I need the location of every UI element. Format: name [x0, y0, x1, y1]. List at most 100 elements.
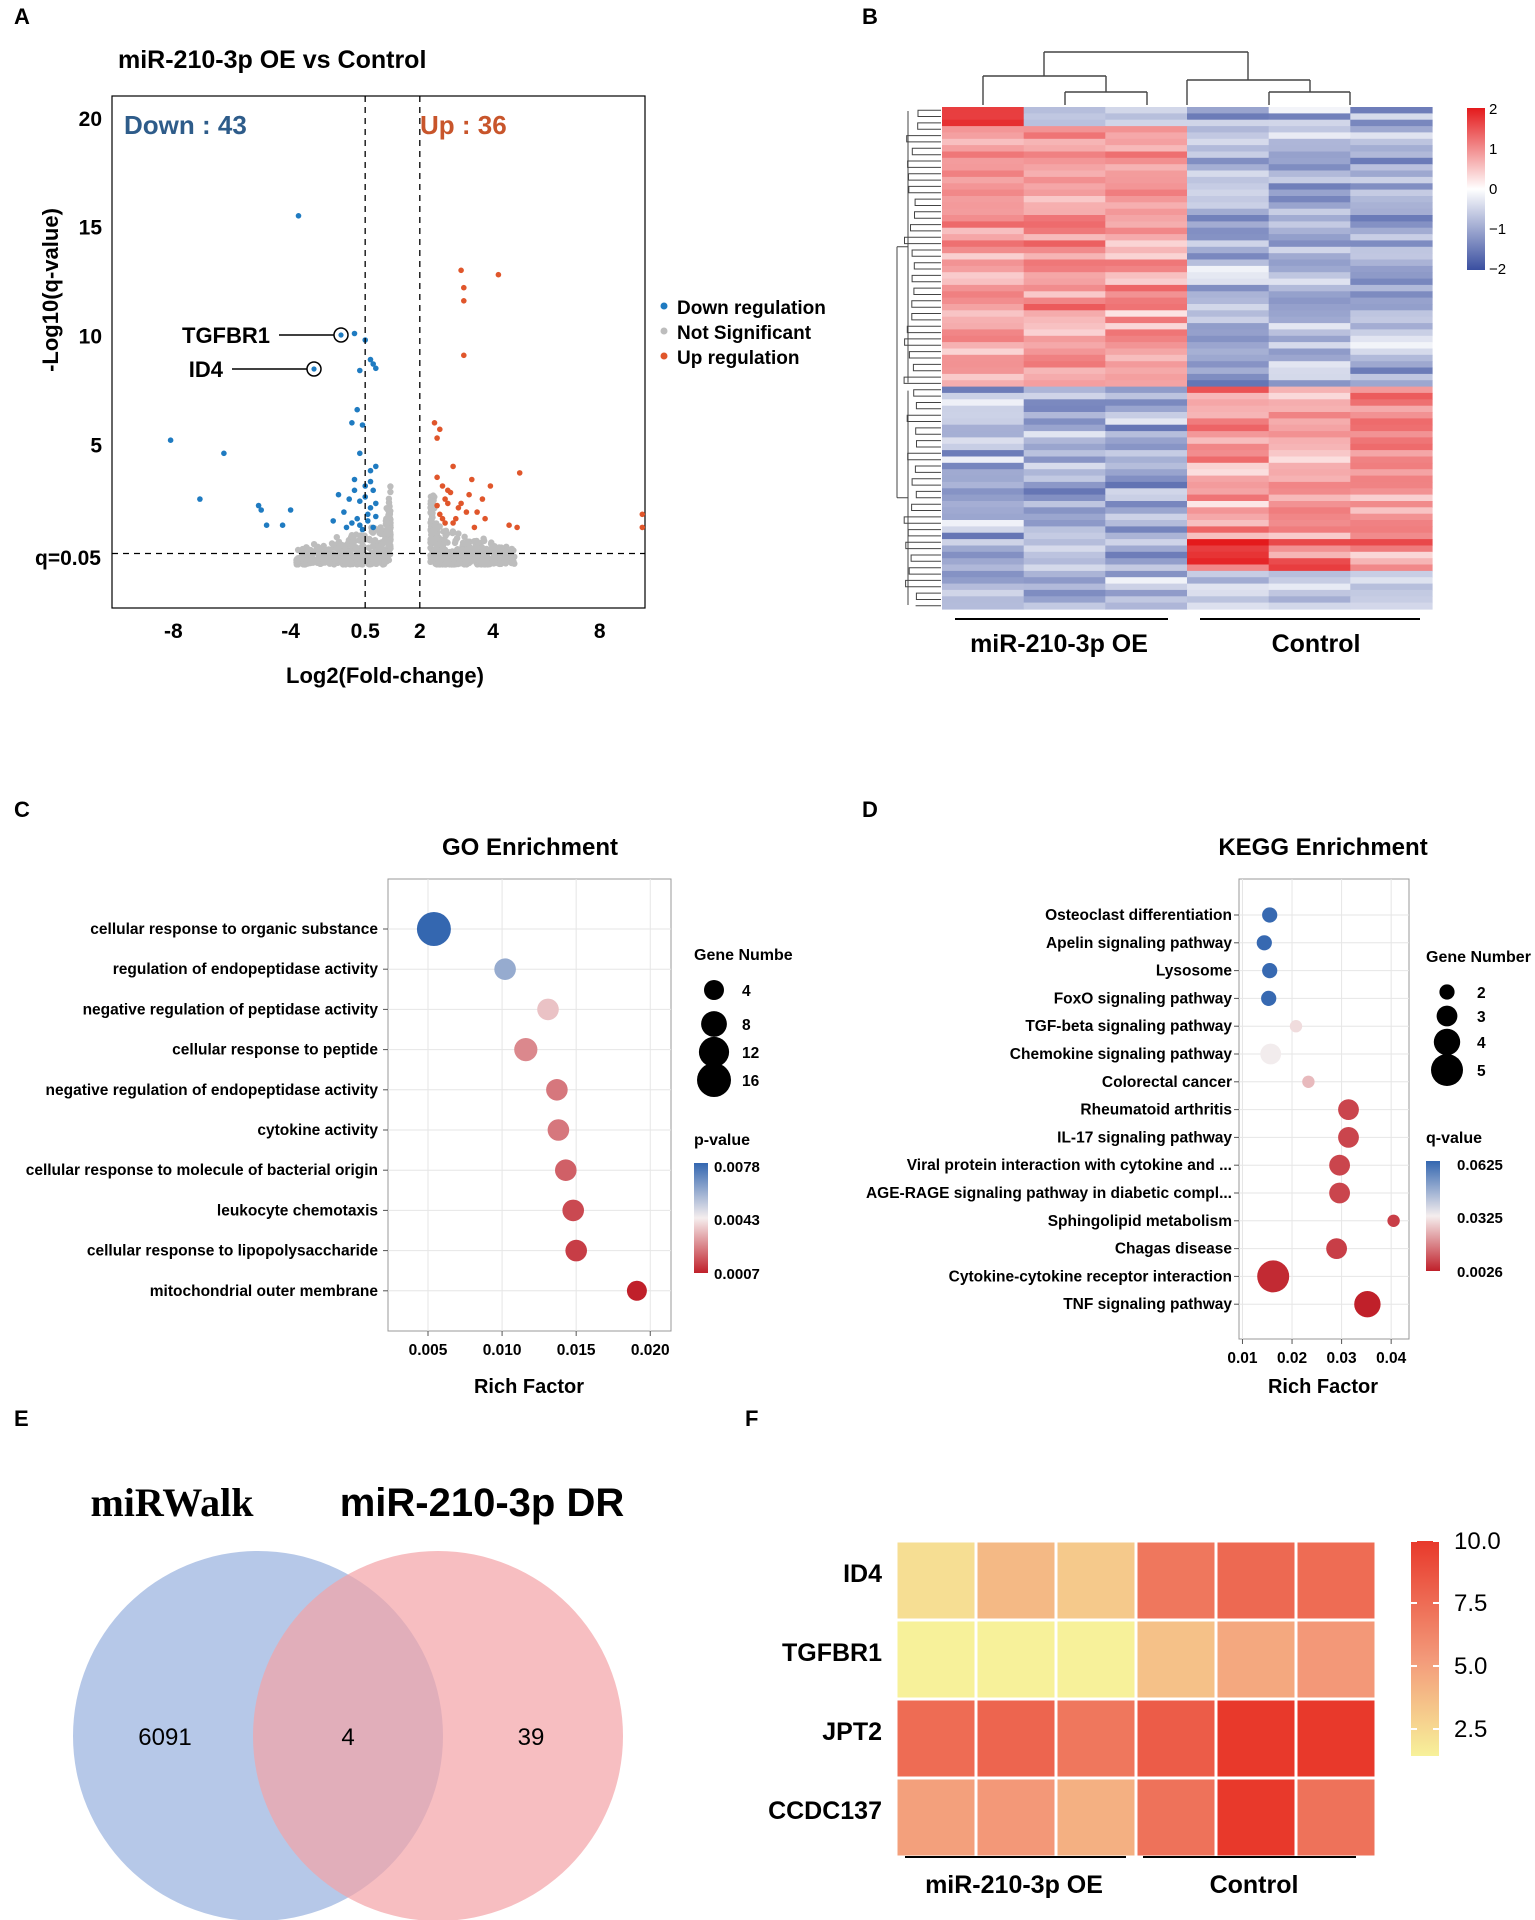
heatmap-cell: [942, 145, 1025, 153]
heatmap-cell: [1268, 348, 1351, 356]
target-heatmap-cell: [894, 1618, 978, 1701]
y-tick-label: 15: [79, 217, 103, 240]
heatmap-cell: [1187, 475, 1270, 483]
heatmap-cell: [1105, 164, 1188, 172]
heatmap-cell: [942, 316, 1025, 324]
down-point: [349, 520, 355, 526]
heatmap-cell: [1350, 570, 1433, 578]
heatmap-cell: [942, 602, 1025, 610]
heatmap-cell: [1105, 564, 1188, 572]
heatmap-cell: [1105, 126, 1188, 134]
ns-point: [366, 535, 373, 543]
heatmap-cell: [1105, 596, 1188, 604]
heatmap-cell: [1023, 494, 1106, 502]
heatmap-cell: [1268, 380, 1351, 388]
heatmap-cell: [1023, 513, 1106, 521]
heatmap-cell: [1105, 501, 1188, 508]
ns-point: [315, 550, 322, 557]
x-tick-label: 4: [487, 620, 499, 643]
heatmap-cell: [1350, 138, 1433, 146]
heatmap-cell: [1350, 399, 1433, 407]
heatmap-cell: [1105, 272, 1188, 280]
heatmap-cell: [1023, 475, 1106, 483]
heatmap-cell: [1350, 526, 1433, 534]
heatmap-cell: [1023, 284, 1106, 292]
heatmap-cell: [942, 392, 1025, 400]
heatmap-cell: [1350, 589, 1433, 597]
heatmap-cell: [1023, 246, 1106, 254]
heatmap-cell: [1268, 265, 1351, 273]
group-label-control: Control: [1272, 630, 1361, 658]
heatmap-cell: [1105, 176, 1188, 184]
heatmap-cell: [1350, 265, 1433, 273]
term-label: Rheumatoid arthritis: [1080, 1102, 1232, 1119]
target-heatmap-cell: [1294, 1618, 1378, 1701]
x-tick-label: 2: [414, 620, 426, 643]
ns-point: [489, 544, 496, 551]
heatmap-cell: [942, 221, 1025, 229]
heatmap-cell: [1350, 113, 1433, 121]
heatmap-cell: [1187, 208, 1270, 216]
term-label: Lysosome: [1156, 963, 1232, 980]
down-point: [287, 507, 294, 513]
heatmap-cell: [942, 284, 1025, 292]
heatmap-cell: [1023, 342, 1106, 350]
heatmap-cell: [942, 539, 1025, 547]
down-point: [255, 502, 262, 509]
heatmap-cell: [1105, 265, 1188, 273]
target-colorbar-gradient: [1411, 1541, 1439, 1756]
heatmap-cell: [1187, 335, 1270, 343]
heatmap-cell: [1268, 246, 1351, 254]
heatmap-cell: [1023, 196, 1106, 203]
go-size-legend: 4 8 12 16: [697, 980, 760, 1097]
up-point: [442, 496, 448, 502]
heatmap-cell: [1187, 272, 1270, 280]
up-point: [437, 426, 443, 433]
enrichment-bubble: [1338, 1099, 1359, 1120]
target-heatmap-cell: [1134, 1697, 1218, 1780]
ns-point: [473, 537, 480, 545]
down-point: [367, 356, 374, 363]
heatmap-cell: [1350, 196, 1433, 203]
up-point: [434, 474, 440, 481]
heatmap-cell: [1105, 278, 1188, 286]
heatmap-cell: [1268, 132, 1351, 140]
heatmap-cell: [942, 412, 1025, 419]
heatmap-cell: [1187, 259, 1270, 267]
heatmap-cell: [1105, 202, 1188, 210]
ns-point: [375, 556, 382, 563]
heatmap-cell: [1350, 602, 1433, 610]
ns-point: [368, 549, 375, 556]
size-legend-label: 5: [1477, 1063, 1486, 1080]
heatmap-cell: [1105, 469, 1188, 477]
heatmap-cell: [1268, 278, 1351, 286]
heatmap-cell: [1268, 386, 1351, 394]
heatmap-cell: [1268, 405, 1351, 413]
ns-point: [369, 554, 377, 562]
size-legend-label: 4: [742, 983, 751, 1000]
target-heatmap-cell: [1054, 1539, 1138, 1622]
heatmap-cell: [942, 443, 1025, 451]
down-point: [351, 487, 358, 494]
heatmap-cell: [1268, 418, 1351, 426]
term-label: FoxO signaling pathway: [1054, 990, 1233, 1007]
heatmap-cell: [1023, 412, 1106, 419]
gene-annotations: TGFBR1 ID4: [182, 323, 349, 382]
heatmap-cell: [942, 126, 1025, 134]
down-point: [330, 518, 337, 524]
heatmap-cell: [1105, 532, 1188, 540]
annotated-point: [311, 366, 317, 372]
heatmap-cell: [1350, 405, 1433, 413]
heatmap-cell: [1187, 443, 1270, 451]
heatmap-cell: [1187, 151, 1270, 159]
heatmap-cell: [1350, 513, 1433, 521]
heatmap-cell: [942, 380, 1025, 388]
heatmap-cell: [942, 132, 1025, 140]
down-point: [354, 406, 361, 413]
ns-point: [342, 561, 349, 568]
ns-point: [385, 512, 392, 519]
heatmap-cell: [1268, 354, 1351, 362]
x-tick-label: 0.005: [409, 1342, 448, 1359]
up-point: [487, 483, 494, 489]
heatmap-cell: [1187, 157, 1270, 165]
